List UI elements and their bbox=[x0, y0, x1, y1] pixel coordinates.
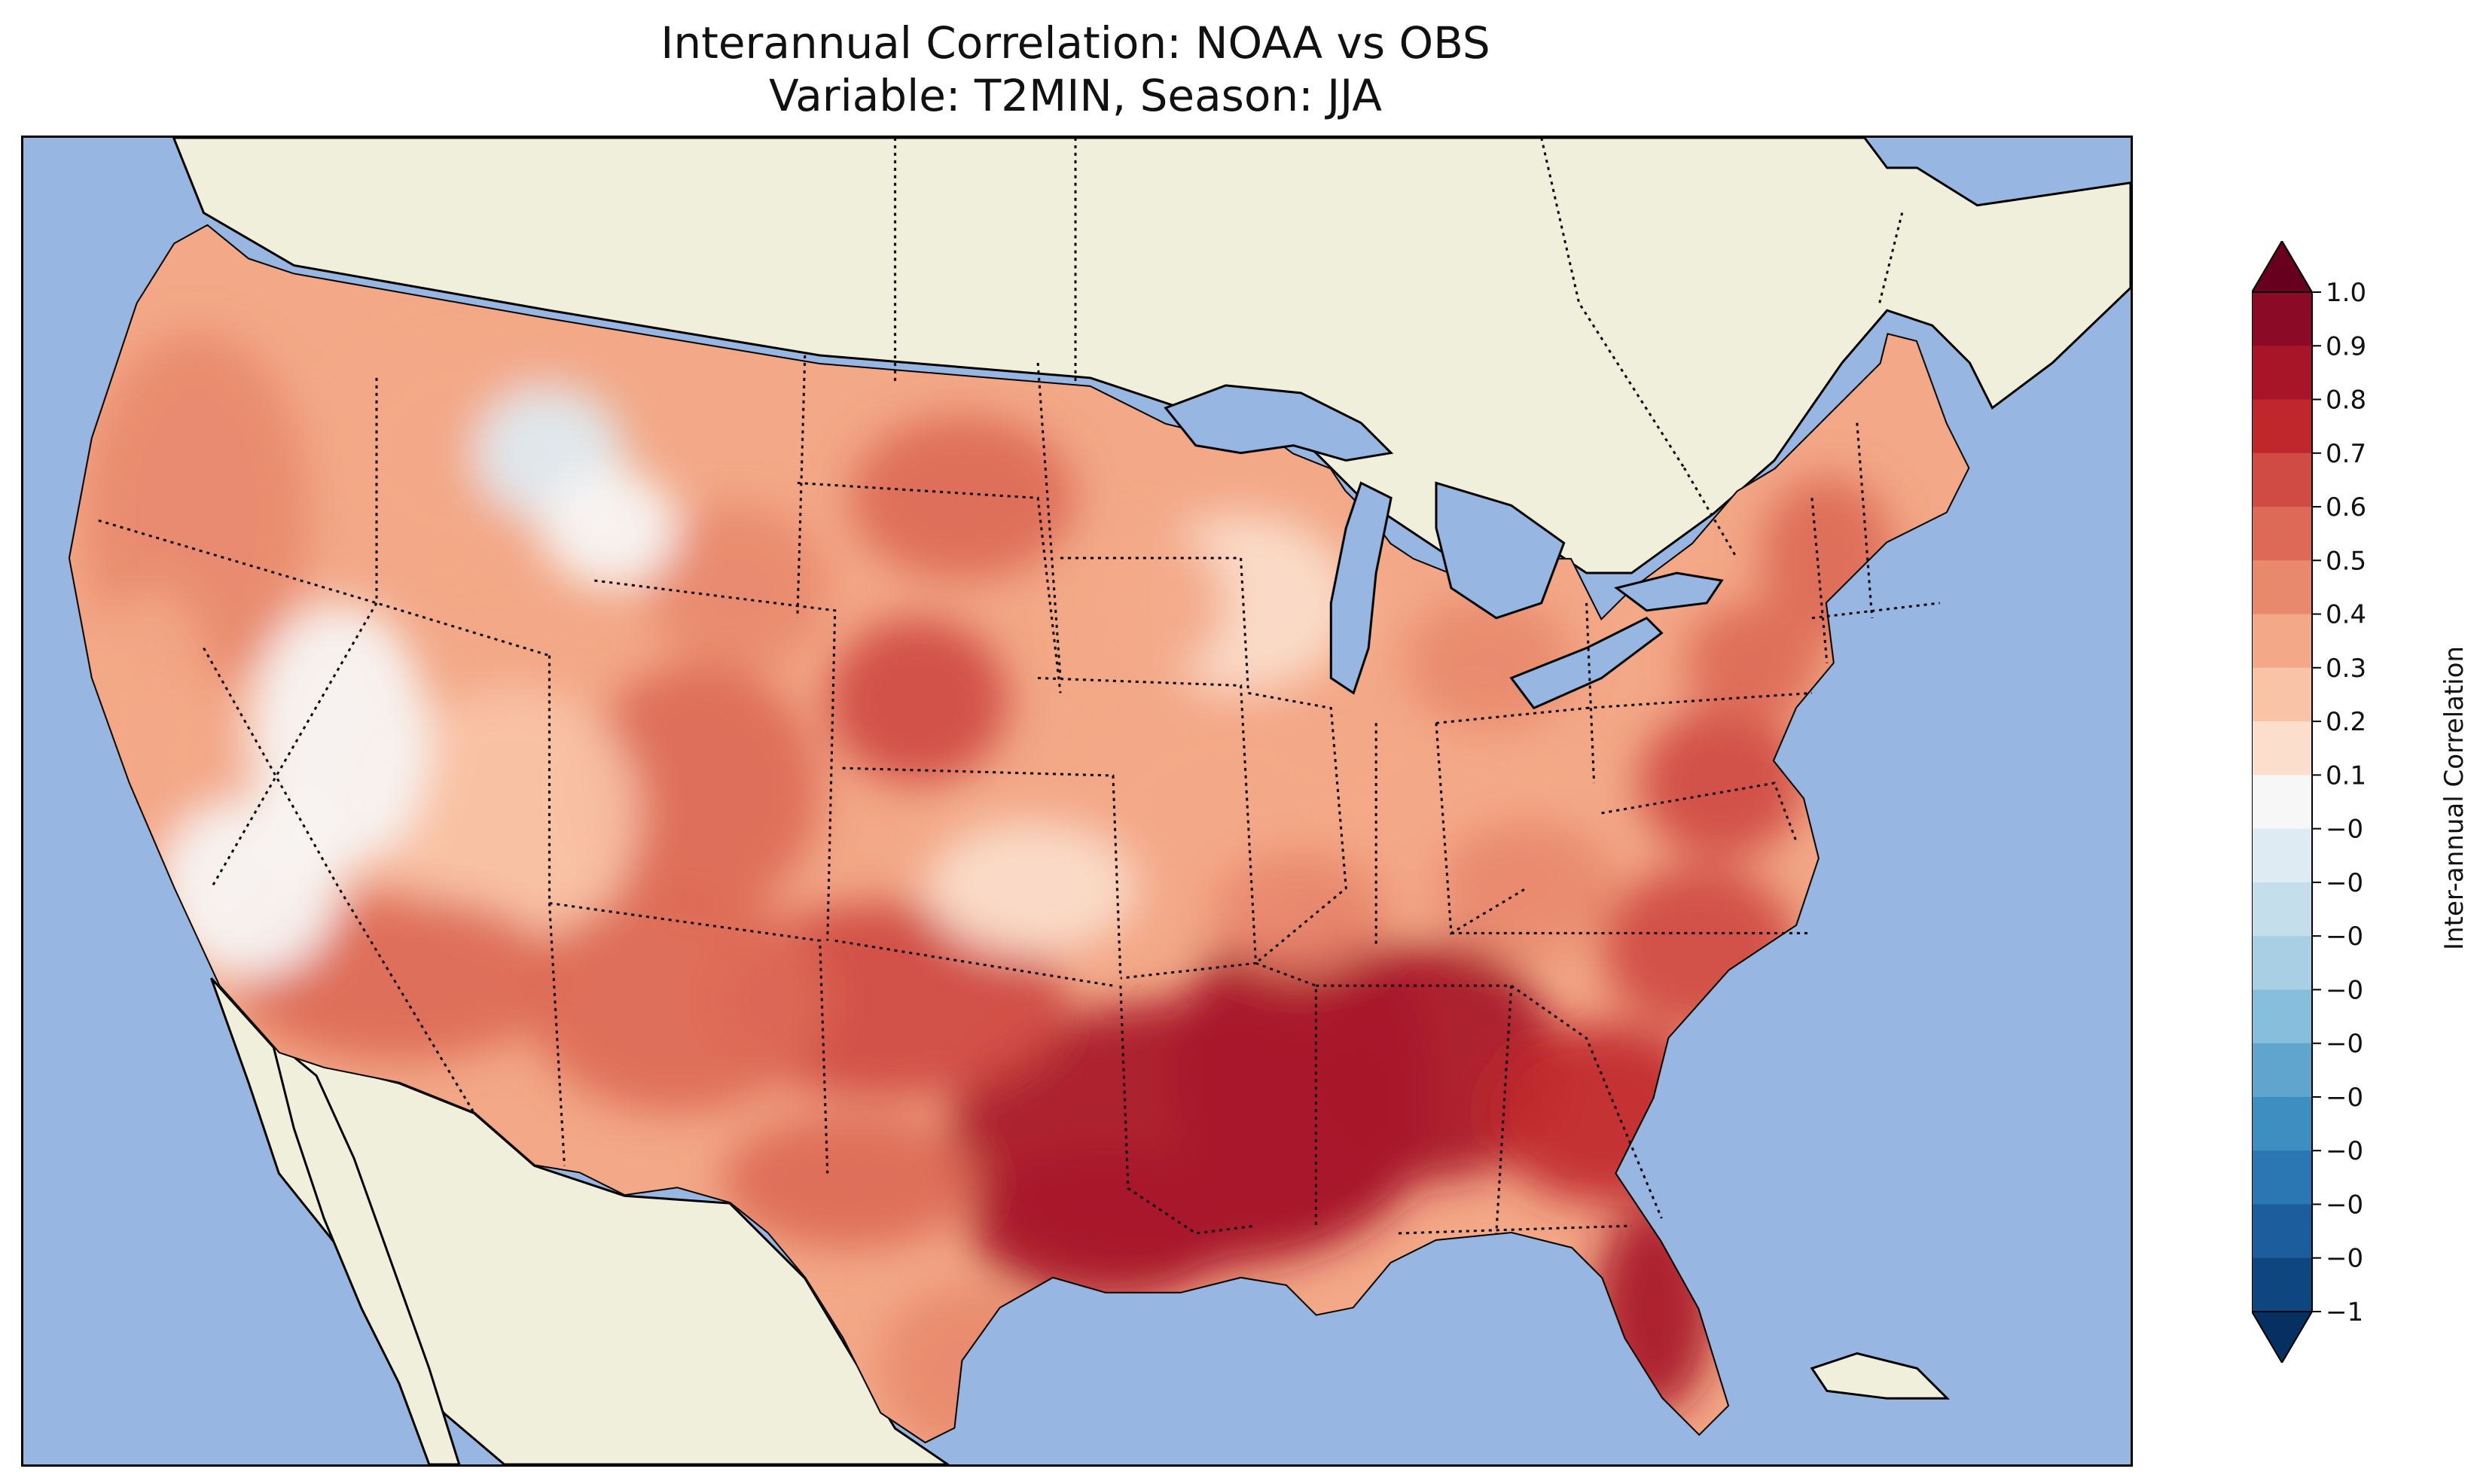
colorbar-extend-bottom bbox=[2252, 1311, 2314, 1363]
correlation-blob bbox=[647, 505, 828, 671]
colorbar-extend-top bbox=[2252, 241, 2314, 293]
colorbar-segment bbox=[2252, 936, 2312, 990]
state-border bbox=[203, 647, 475, 1114]
state-border bbox=[797, 481, 1062, 693]
lake-ontario bbox=[1614, 571, 1724, 612]
colorbar-tick-label: 0.3 bbox=[2326, 654, 2365, 684]
baja-california bbox=[269, 1035, 461, 1464]
great-lakes bbox=[1164, 384, 1724, 710]
colorbar-tick-label: 0.4 bbox=[2326, 600, 2365, 630]
state-border bbox=[1682, 467, 1738, 559]
correlation-blob bbox=[722, 1113, 978, 1248]
colorbar-segment bbox=[2252, 1257, 2312, 1312]
colorbar-tick-label: −0.5 bbox=[2326, 1029, 2365, 1059]
colorbar-tick-label: 0.9 bbox=[2326, 331, 2365, 361]
lake-superior bbox=[1164, 384, 1394, 462]
correlation-blob bbox=[1210, 850, 1392, 971]
colorbar-tick-label: 0.2 bbox=[2326, 707, 2365, 737]
state-border bbox=[842, 766, 1122, 979]
lake-erie bbox=[1509, 617, 1664, 710]
colorbar-segment bbox=[2252, 1150, 2312, 1205]
state-border bbox=[1036, 362, 1062, 678]
colorbar-segment bbox=[2252, 1096, 2312, 1151]
colorbar-label: Inter-annual Correlation bbox=[2439, 646, 2469, 950]
colorbar-segment bbox=[2252, 453, 2312, 507]
colorbar-segment bbox=[2252, 989, 2312, 1044]
state-border bbox=[1811, 602, 1940, 620]
chart-title-line1: Interannual Correlation: NOAA vs OBS bbox=[660, 17, 1490, 69]
state-border bbox=[210, 377, 378, 889]
colorbar-tick-label: −1.0 bbox=[2326, 1297, 2365, 1327]
colorbar-tick-label: −0.9 bbox=[2326, 1244, 2365, 1274]
correlation-blob bbox=[970, 1150, 1241, 1301]
state-border bbox=[1601, 782, 1798, 844]
lake-huron bbox=[1435, 481, 1566, 620]
chart-title-line2: Variable: T2MIN, Season: JJA bbox=[769, 70, 1382, 121]
colorbar-segment bbox=[2252, 292, 2312, 346]
correlation-blob bbox=[526, 888, 828, 1114]
colorbar-segment bbox=[2252, 721, 2312, 776]
correlation-blob bbox=[249, 602, 429, 873]
colorbar-label-wrap: Inter-annual Correlation bbox=[2439, 646, 2469, 950]
colorbar-segment bbox=[2252, 828, 2312, 883]
map-panel bbox=[21, 136, 2133, 1467]
state-border bbox=[594, 579, 837, 941]
colorbar-tick-label: 0.8 bbox=[2326, 385, 2365, 416]
state-border bbox=[1856, 422, 1874, 618]
colorbar-tick-label: 0.7 bbox=[2326, 439, 2365, 469]
correlation-blob bbox=[1639, 708, 1804, 858]
correlation-blob bbox=[925, 820, 1136, 956]
correlation-blob bbox=[541, 468, 678, 588]
colorbar-tick-label: −0.7 bbox=[2326, 1136, 2365, 1166]
colorbar-tick-label: −0.1 bbox=[2326, 815, 2365, 845]
colorbar-segment bbox=[2252, 560, 2312, 615]
state-border bbox=[1248, 692, 1347, 964]
colorbar-tick-label: −0.4 bbox=[2326, 975, 2365, 1005]
colorbar-tick-label: −0.8 bbox=[2326, 1190, 2365, 1220]
state-border bbox=[1399, 1224, 1632, 1235]
colorbar-segment bbox=[2252, 882, 2312, 937]
correlation-blob bbox=[850, 415, 1076, 580]
correlation-blob bbox=[1075, 528, 1226, 678]
correlation-blob bbox=[1435, 820, 1617, 956]
colorbar-tick-label: 0.5 bbox=[2326, 546, 2365, 576]
colorbar-tick-label: 0.6 bbox=[2326, 492, 2365, 523]
colorbar-segment bbox=[2252, 614, 2312, 669]
state-border bbox=[1510, 984, 1663, 1219]
correlation-blob bbox=[579, 663, 820, 919]
conus-correlation-map bbox=[23, 138, 2131, 1464]
state-border bbox=[1060, 556, 1250, 693]
lake-michigan bbox=[1329, 481, 1393, 695]
state-border bbox=[1878, 212, 1904, 303]
colorbar-outline bbox=[2252, 291, 2313, 1312]
colorbar-tick-label: 0.1 bbox=[2326, 760, 2365, 791]
colorbar-segment bbox=[2252, 1043, 2312, 1098]
correlation-blob bbox=[827, 617, 1008, 784]
colorbar-tick-label: −0.6 bbox=[2326, 1083, 2365, 1113]
state-border bbox=[796, 355, 807, 618]
colorbar-segment bbox=[2252, 775, 2312, 830]
colorbar: 1.0 0.9 0.8 0.7 0.6 0.5 0.4 0.3 0.2 0.1 −0.1 −0.2 −0… bbox=[2252, 241, 2365, 1363]
colorbar-tick-label: −0.3 bbox=[2326, 922, 2365, 952]
state-border bbox=[834, 939, 1114, 987]
colorbar-segment bbox=[2252, 507, 2312, 561]
state-border bbox=[1435, 706, 1587, 724]
state-border bbox=[1038, 677, 1258, 980]
colorbar-tick-label: 1.0 bbox=[2326, 278, 2365, 308]
state-border bbox=[1811, 498, 1829, 663]
colorbar-segments bbox=[2252, 292, 2312, 1312]
cuba-land bbox=[1810, 1351, 1951, 1400]
state-borders bbox=[98, 138, 1940, 1235]
state-border bbox=[1586, 691, 1813, 709]
colorbar-segment bbox=[2252, 346, 2312, 401]
colorbar-segment bbox=[2252, 399, 2312, 454]
state-border bbox=[1585, 602, 1596, 784]
colorbar-tick-label: −0.2 bbox=[2326, 868, 2365, 898]
state-border bbox=[549, 902, 829, 1174]
colorbar-ticks: 1.0 0.9 0.8 0.7 0.6 0.5 0.4 0.3 0.2 0.1 −0.1 −0.2 −0… bbox=[2312, 278, 2365, 1327]
colorbar-segment bbox=[2252, 667, 2312, 722]
correlation-blob bbox=[1684, 602, 1820, 724]
colorbar-segment bbox=[2252, 1204, 2312, 1259]
correlation-blob bbox=[383, 685, 640, 941]
